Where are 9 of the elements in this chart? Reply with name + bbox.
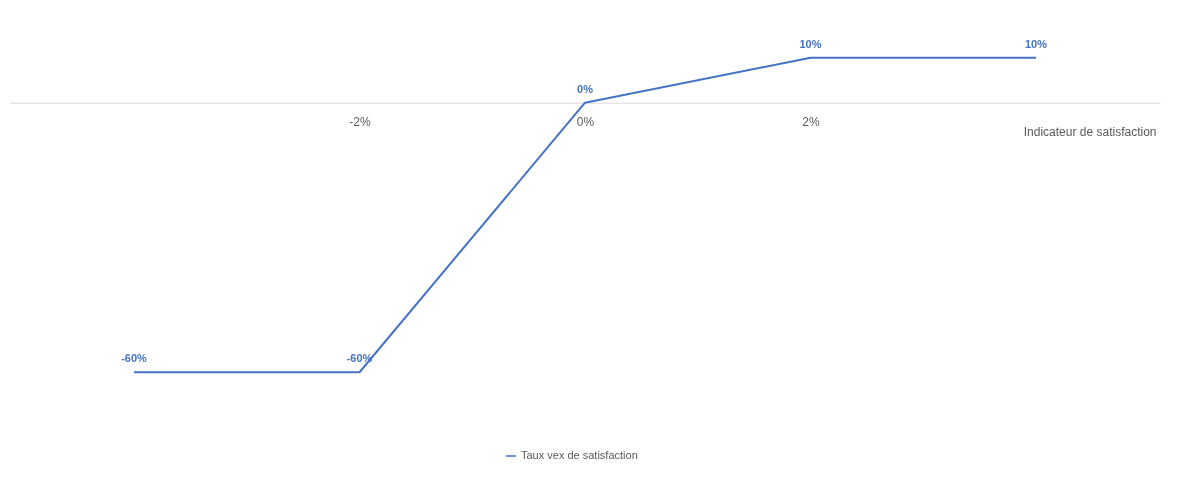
x-tick-label: 2% xyxy=(802,115,820,130)
data-label: 10% xyxy=(799,37,822,50)
x-axis-title: Indicateur de satisfaction xyxy=(1023,125,1157,140)
data-label: -60% xyxy=(121,352,148,365)
x-tick-label: -2% xyxy=(349,115,372,130)
x-tick-label: 0% xyxy=(576,115,595,130)
data-label: 10% xyxy=(1024,37,1048,50)
legend-label: Taux vex de satisfaction xyxy=(521,449,638,461)
data-label: 0% xyxy=(577,82,594,95)
